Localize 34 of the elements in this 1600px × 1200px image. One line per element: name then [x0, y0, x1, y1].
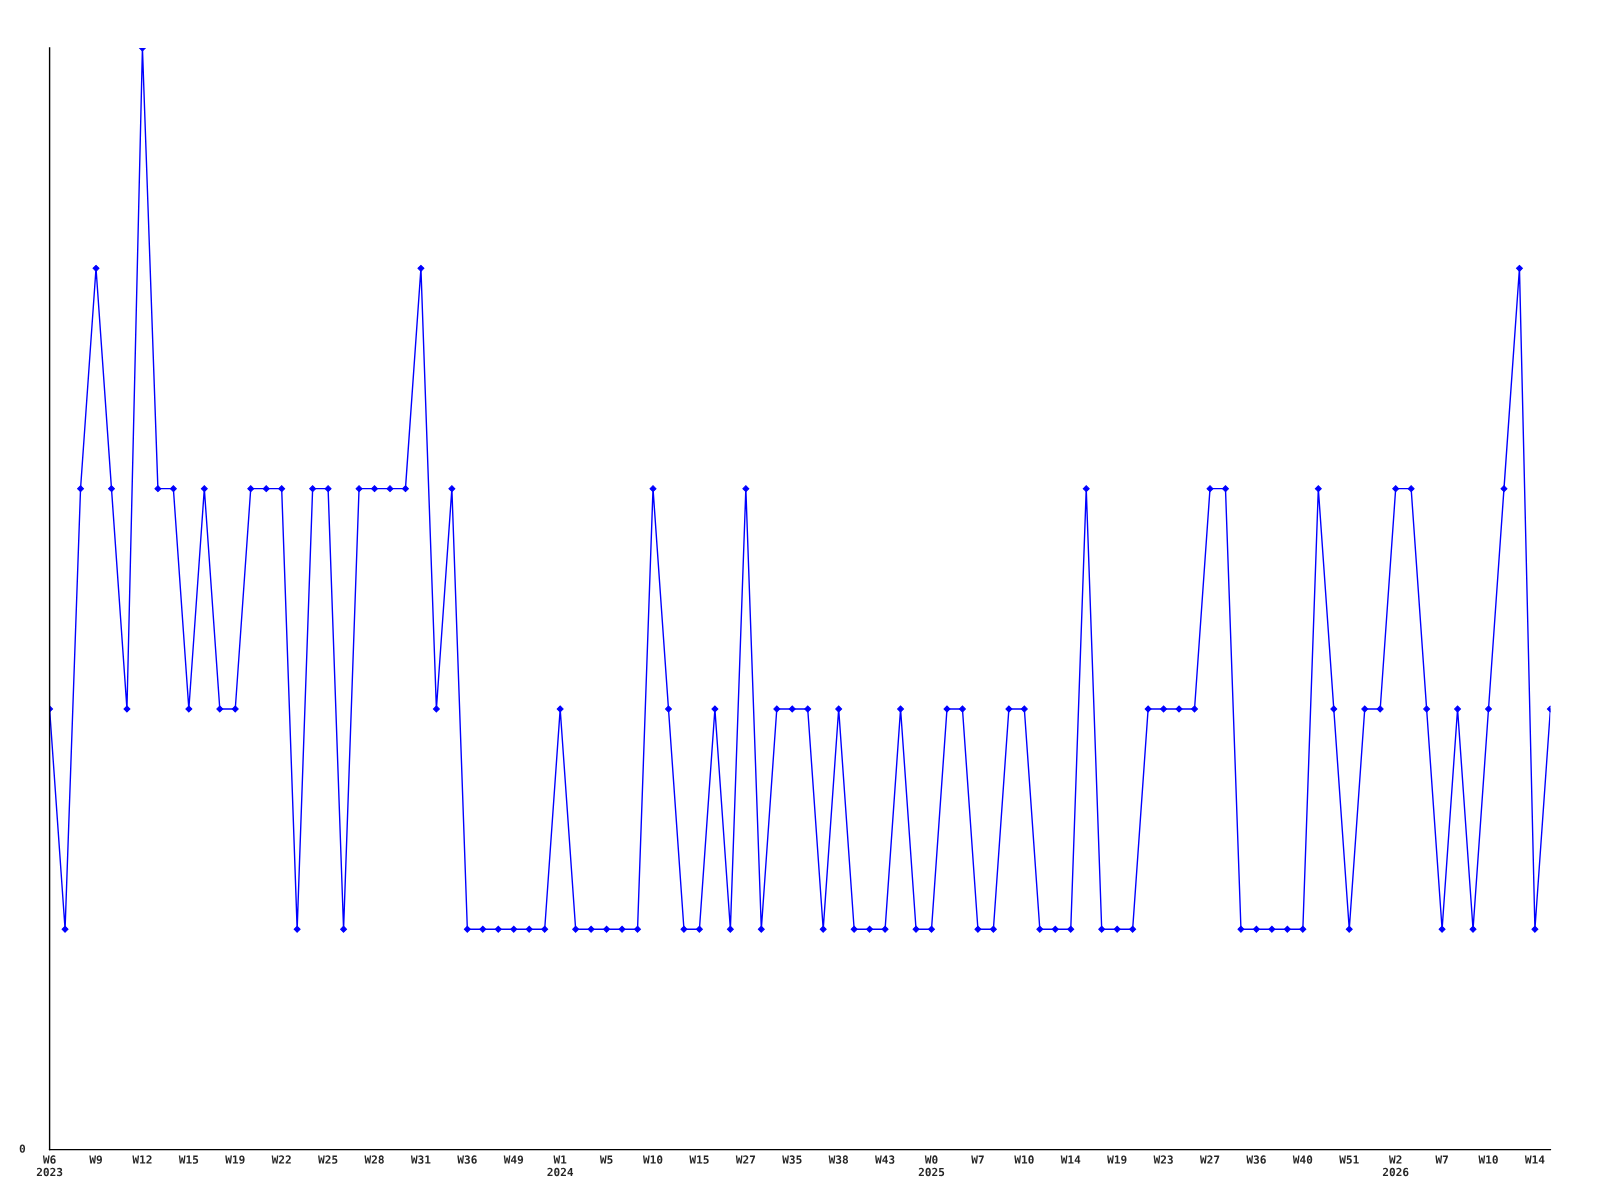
x-tick-label: W1 2024 [547, 1155, 574, 1177]
x-tick-label: W38 [828, 1155, 849, 1164]
x-tick-label: W14 [1060, 1155, 1081, 1164]
x-tick-label: W49 [503, 1155, 524, 1164]
x-tick-label: W31 [410, 1155, 431, 1164]
x-tick-label: W7 [971, 1155, 984, 1164]
x-tick-label: W9 [89, 1155, 102, 1164]
x-tick-label: W10 [1478, 1155, 1498, 1164]
x-tick-label: W51 [1339, 1155, 1359, 1164]
x-tick-label: W10 [642, 1155, 663, 1164]
x-tick-label: W25 [318, 1155, 338, 1164]
x-tick-label: W12 [132, 1155, 152, 1164]
x-tick-label: W14 [1524, 1155, 1545, 1164]
x-tick-label: W6 2023 [36, 1155, 63, 1177]
x-tick-label: W10 [1014, 1155, 1034, 1164]
x-tick-label: W28 [364, 1155, 384, 1164]
x-tick-label: W35 [782, 1155, 802, 1164]
x-tick-label: W7 [1435, 1155, 1448, 1164]
x-tick-label: W43 [875, 1155, 895, 1164]
x-tick-label: W23 [1153, 1155, 1173, 1164]
x-tick-label: W15 [178, 1155, 199, 1164]
x-tick-label: W36 [457, 1155, 477, 1164]
x-tick-label: W19 [225, 1155, 245, 1164]
x-tick-label: W27 [1199, 1155, 1220, 1164]
x-tick-label: W2 2026 [1382, 1155, 1409, 1177]
x-tick-label: W19 [1107, 1155, 1127, 1164]
x-tick-label: W5 [599, 1155, 613, 1164]
x-tick-label: W40 [1292, 1155, 1313, 1164]
x-tick-label: W36 [1246, 1155, 1266, 1164]
x-tick-label: W15 [689, 1155, 709, 1164]
x-tick-label: W27 [735, 1155, 756, 1164]
x-tick-label: W22 [271, 1155, 291, 1164]
text: 0 [19, 1144, 26, 1153]
x-tick-label: W0 2025 [918, 1155, 945, 1177]
